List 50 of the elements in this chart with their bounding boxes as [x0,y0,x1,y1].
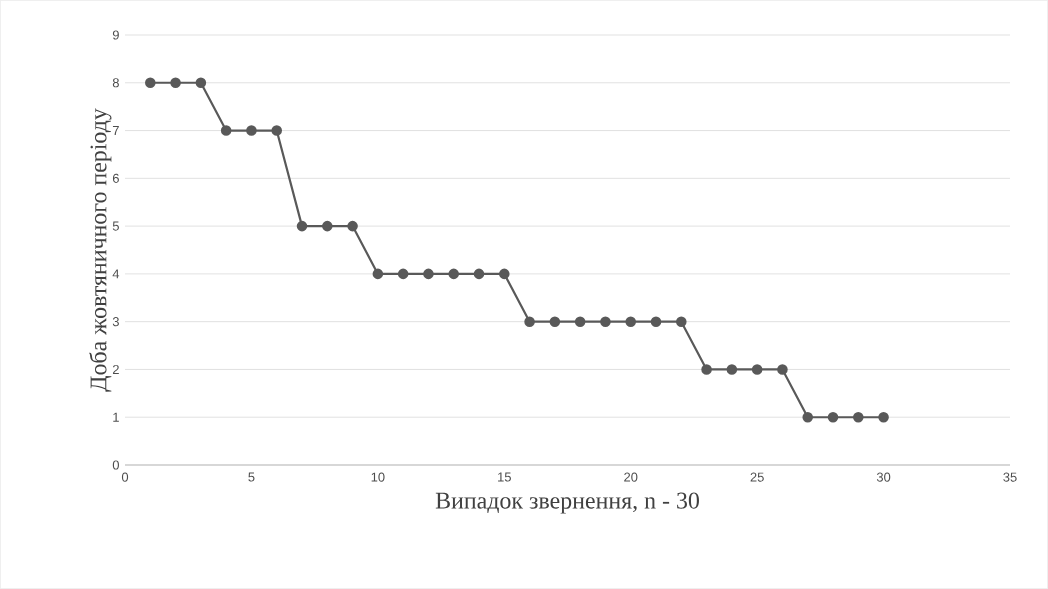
point [397,268,409,280]
y-tick-label: 8 [112,78,119,88]
point [878,411,889,423]
y-tick-label: 2 [112,364,119,374]
point [170,77,181,89]
point [853,411,864,423]
x-tick-label: 35 [1003,472,1017,482]
point [322,220,333,232]
y-axis-title: Доба жовтяничного періоду [89,108,112,392]
point [701,364,712,375]
y-tick-label: 1 [113,412,119,422]
point [549,316,561,327]
point [448,268,460,280]
point [650,316,662,327]
point [296,220,308,232]
y-tick-label: 0 [112,460,119,470]
x-tick-label: 30 [876,472,891,482]
point [524,316,535,327]
point [220,125,232,136]
x-axis-title: Випадок звернення, n - 30 [435,492,699,514]
point [473,268,485,280]
y-tick-label: 3 [112,317,119,327]
y-tick-label: 4 [112,269,120,279]
point [726,364,738,375]
point [574,316,586,327]
point [676,316,687,327]
point [625,316,637,327]
point [802,411,814,423]
point [372,268,384,280]
point [145,77,156,89]
x-tick-label: 0 [121,472,129,482]
point [423,268,434,280]
point [777,364,788,375]
point [827,411,839,423]
y-tick-label: 7 [112,126,119,136]
point [499,268,510,280]
x-tick-label: 10 [371,472,385,482]
point [271,125,283,136]
y-tick-label: 9 [112,30,119,40]
y-tick-label: 6 [112,173,119,183]
x-tick-label: 5 [248,472,255,482]
x-tick-label: 20 [624,472,638,482]
point [347,220,358,232]
point [246,125,257,136]
x-tick-label: 15 [498,472,511,482]
point [751,364,763,375]
x-tick-label: 25 [750,472,764,482]
point [195,77,207,89]
y-tick-label: 5 [112,221,119,231]
point [600,316,611,327]
